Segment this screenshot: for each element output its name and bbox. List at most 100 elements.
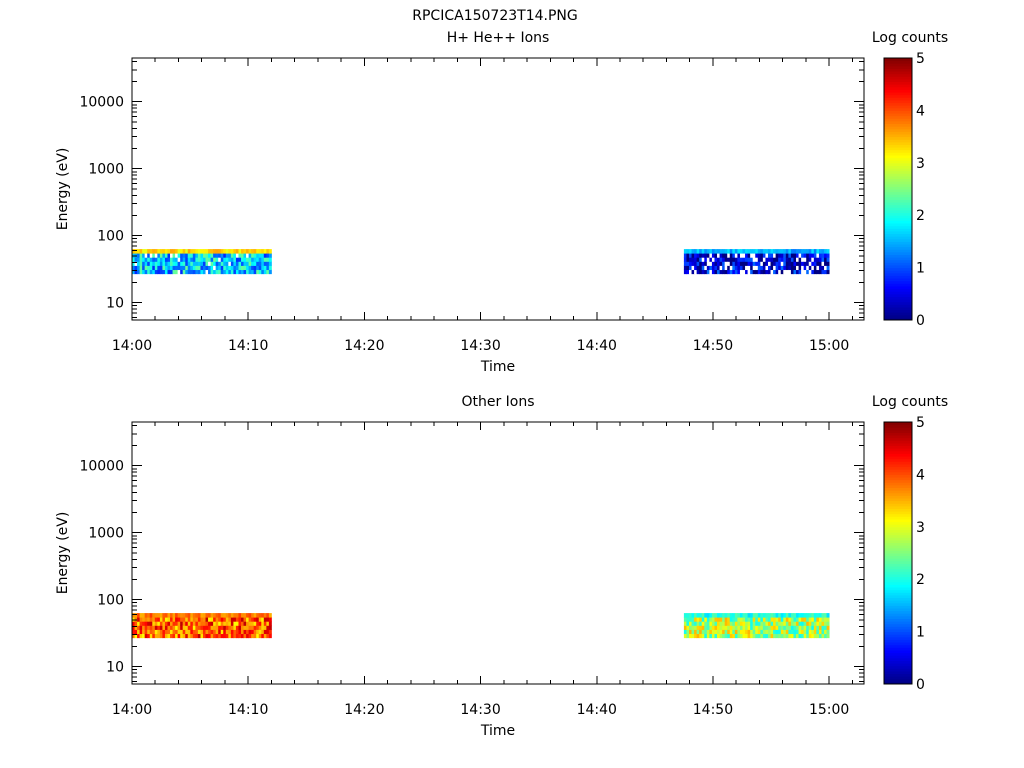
spectrogram-cell xyxy=(775,633,779,639)
spectrogram-cell xyxy=(727,621,731,626)
spectrogram-cell xyxy=(152,253,156,258)
spectrogram-cell xyxy=(134,257,138,262)
spectrogram-cell xyxy=(142,625,146,630)
spectrogram-cell xyxy=(154,629,158,635)
colorbar-step xyxy=(884,589,912,593)
spectrogram-cell xyxy=(218,269,222,275)
spectrogram-cell xyxy=(218,613,222,618)
spectrogram-cell xyxy=(732,253,736,258)
spectrogram-cell xyxy=(261,633,265,639)
colorbar-step xyxy=(884,278,912,282)
colorbar-step xyxy=(884,571,912,575)
spectrogram-cell xyxy=(197,621,201,626)
spectrogram-cell xyxy=(266,625,270,630)
spectrogram-cell xyxy=(737,625,741,630)
spectrogram-cell xyxy=(243,621,247,626)
colorbar-step xyxy=(884,220,912,224)
spectrogram-cell xyxy=(162,249,166,254)
spectrogram-cell xyxy=(223,629,227,635)
spectrogram-cell xyxy=(752,261,756,266)
spectrogram-cell xyxy=(210,261,214,266)
spectrogram-cell xyxy=(775,625,779,630)
spectrogram-cell xyxy=(765,261,769,266)
spectrogram-cell xyxy=(801,633,805,639)
colorbar-step xyxy=(884,440,912,444)
spectrogram-cell xyxy=(200,265,204,271)
spectrogram-cell xyxy=(732,257,736,262)
colorbar-step xyxy=(884,429,912,433)
spectrogram-cell xyxy=(182,625,186,630)
colorbar-step xyxy=(884,280,912,284)
spectrogram-cell xyxy=(152,633,156,639)
spectrogram-cell xyxy=(818,261,822,266)
spectrogram-cell xyxy=(734,265,738,271)
spectrogram-cell xyxy=(760,633,764,639)
spectrogram-cell xyxy=(737,261,741,266)
spectrogram-cell xyxy=(162,629,166,635)
spectrogram-cell xyxy=(263,249,267,254)
spectrogram-cell xyxy=(760,261,764,266)
colorbar-step xyxy=(884,136,912,140)
spectrogram-cell xyxy=(195,269,199,275)
spectrogram-cell xyxy=(225,633,229,639)
spectrogram-cell xyxy=(806,613,810,618)
spectrogram-cell xyxy=(263,613,267,618)
spectrogram-cell xyxy=(755,265,759,271)
spectrogram-cell xyxy=(175,253,179,258)
spectrogram-cell xyxy=(230,625,234,630)
spectrogram-cell xyxy=(709,249,713,254)
spectrogram-cell xyxy=(256,613,260,618)
spectrogram-cell xyxy=(223,249,227,254)
spectrogram-cell xyxy=(755,633,759,639)
spectrogram-cell xyxy=(826,253,830,258)
y-axis-label: Energy (eV) xyxy=(55,148,71,231)
spectrogram-cell xyxy=(187,629,191,635)
spectrogram-cell xyxy=(699,617,703,622)
spectrogram-cell xyxy=(215,629,219,635)
spectrogram-cell xyxy=(745,629,749,635)
spectrogram-cell xyxy=(694,257,698,262)
colorbar-step xyxy=(884,238,912,242)
spectrogram-cell xyxy=(701,625,705,630)
colorbar-step xyxy=(884,275,912,279)
spectrogram-cell xyxy=(811,265,815,271)
spectrogram-block-1 xyxy=(132,613,272,639)
spectrogram-cell xyxy=(180,617,184,622)
spectrogram-cell xyxy=(686,633,690,639)
spectrogram-cell xyxy=(251,249,255,254)
spectrogram-cell xyxy=(724,253,728,258)
spectrogram-cell xyxy=(164,617,168,622)
colorbar-step xyxy=(884,676,912,680)
spectrogram-cell xyxy=(757,633,761,639)
spectrogram-cell xyxy=(714,265,718,271)
spectrogram-cell xyxy=(798,265,802,271)
spectrogram-cell xyxy=(808,253,812,258)
spectrogram-cell xyxy=(780,253,784,258)
spectrogram-cell xyxy=(752,249,756,254)
spectrogram-cell xyxy=(760,257,764,262)
spectrogram-cell xyxy=(765,621,769,626)
spectrogram-cell xyxy=(152,613,156,618)
spectrogram-cell xyxy=(811,257,815,262)
spectrogram-cell xyxy=(818,621,822,626)
spectrogram-cell xyxy=(813,261,817,266)
spectrogram-cell xyxy=(699,613,703,618)
spectrogram-cell xyxy=(727,265,731,271)
spectrogram-cell xyxy=(152,257,156,262)
spectrogram-cell xyxy=(696,625,700,630)
spectrogram-cell xyxy=(172,261,176,266)
spectrogram-cell xyxy=(192,613,196,618)
spectrogram-cell xyxy=(803,249,807,254)
spectrogram-cell xyxy=(796,613,799,618)
spectrogram-cell xyxy=(248,621,252,626)
spectrogram-cell xyxy=(142,261,146,266)
spectrogram-cell xyxy=(765,257,769,262)
spectrogram-cell xyxy=(722,617,726,622)
spectrogram-cell xyxy=(727,613,731,618)
spectrogram-cell xyxy=(170,261,173,266)
spectrogram-cell xyxy=(757,253,761,258)
spectrogram-cell xyxy=(200,253,204,258)
spectrogram-cell xyxy=(737,269,741,275)
spectrogram-cell xyxy=(709,261,713,266)
spectrogram-cell xyxy=(696,269,700,275)
